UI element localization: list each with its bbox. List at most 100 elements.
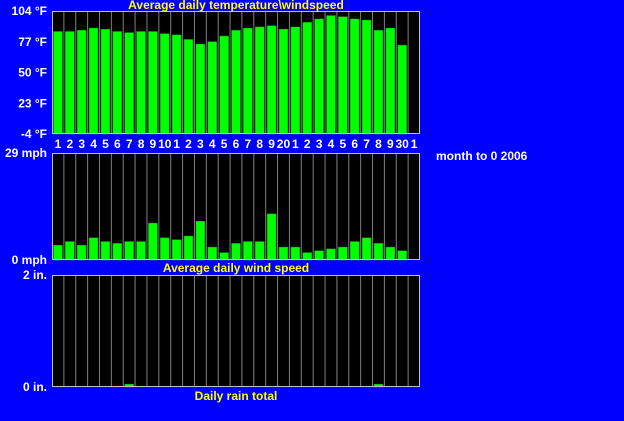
temperature-bar [266, 25, 277, 135]
wind-bar [65, 241, 75, 261]
wind-y-tick-label: 29 mph [5, 146, 47, 160]
wind-bar [350, 241, 360, 261]
x-tick-label: 4 [328, 137, 335, 151]
rain-y-tick-label: 2 in. [23, 268, 47, 282]
rain-plot-area [52, 275, 420, 387]
x-tick-label: 8 [138, 137, 145, 151]
x-tick-label: 3 [197, 137, 204, 151]
x-tick-label: 8 [375, 137, 382, 151]
wind-bar [171, 239, 182, 261]
wind-frame [52, 153, 420, 260]
x-tick-label: 9 [387, 137, 394, 151]
x-tick-label: 6 [351, 137, 358, 151]
x-tick-label: 9 [268, 137, 275, 151]
wind-y-tick-label: 0 mph [12, 253, 47, 267]
wind-bar [290, 246, 301, 261]
wind-bar [255, 241, 265, 261]
x-tick-label: 3 [78, 137, 85, 151]
x-tick-label: 2 [304, 137, 311, 151]
temperature-bar [255, 26, 265, 135]
temperature-bar [112, 31, 122, 135]
temperature-bar [53, 31, 63, 135]
x-tick-label: 8 [256, 137, 263, 151]
wind-bar [112, 243, 122, 261]
x-tick-label: 7 [126, 137, 133, 151]
temperature-bar [278, 28, 289, 135]
wind-bar [326, 248, 336, 261]
temperature-bar [373, 30, 384, 135]
temperature-chart: 104 °F 77 °F 50 °F 23 °F -4 °F Average daily … [12, 0, 420, 151]
temperature-chart-title: Average daily temperature\windspeed [128, 0, 344, 12]
x-tick-label: 9 [150, 137, 157, 151]
wind-bar [314, 250, 324, 261]
wind-bar [302, 252, 312, 261]
wind-bar [136, 241, 146, 261]
x-tick-label: 20 [277, 137, 291, 151]
x-tick-label: 5 [339, 137, 346, 151]
temperature-bar [124, 32, 134, 135]
x-tick-label: 5 [221, 137, 228, 151]
x-tick-label: 5 [102, 137, 109, 151]
wind-chart-title: Average daily wind speed [163, 261, 309, 275]
temperature-bar [207, 41, 217, 135]
rain-y-tick-label: 0 in. [23, 380, 47, 394]
wind-bar [243, 241, 253, 261]
wind-bar [195, 221, 206, 261]
x-tick-label: 6 [114, 137, 121, 151]
wind-bar [160, 237, 170, 261]
wind-bar [100, 241, 111, 261]
temperature-bar [171, 34, 182, 135]
rain-chart-title: Daily rain total [195, 389, 278, 403]
temperature-bar [350, 18, 360, 135]
wind-bar [219, 252, 229, 261]
wind-bar [124, 241, 134, 261]
x-tick-label: 6 [233, 137, 240, 151]
x-tick-label: 4 [90, 137, 97, 151]
wind-bar [373, 243, 384, 261]
temperature-bar [219, 35, 229, 135]
x-tick-label: 3 [316, 137, 323, 151]
x-tick-label: 2 [66, 137, 73, 151]
temperature-bar [397, 44, 407, 135]
temperature-bar [160, 33, 170, 135]
temperature-bar [243, 27, 253, 135]
period-note: month to 0 2006 [436, 149, 528, 163]
temperature-y-tick-label: 50 °F [18, 66, 47, 80]
temperature-bar [183, 39, 194, 135]
wind-bar [231, 243, 241, 261]
wind-bar [53, 244, 63, 261]
x-tick-label: 2 [185, 137, 192, 151]
wind-bar [207, 246, 217, 261]
temperature-y-tick-label: -4 °F [21, 127, 47, 141]
temperature-bar [231, 30, 241, 135]
x-tick-label: 1 [55, 137, 62, 151]
temperature-bar [361, 19, 372, 135]
temperature-frame [52, 11, 420, 134]
temperature-bar [302, 22, 312, 135]
temperature-bar [88, 27, 99, 135]
wind-bar [361, 237, 372, 261]
temperature-bar [195, 43, 206, 135]
x-tick-label: 1 [292, 137, 299, 151]
wind-bar [278, 246, 289, 261]
wind-bar [397, 250, 407, 261]
temperature-bar [290, 26, 301, 135]
wind-chart: 29 mph 0 mph Average daily wind speed [5, 146, 420, 275]
temperature-bar [326, 15, 336, 135]
temperature-y-tick-label: 104 °F [12, 4, 47, 18]
wind-bar [88, 237, 99, 261]
temperature-bar [148, 31, 158, 135]
temperature-bar [338, 16, 348, 135]
wind-bar [76, 244, 87, 261]
temperature-bar [136, 31, 146, 135]
temperature-y-tick-label: 77 °F [18, 35, 47, 49]
wind-bar [266, 213, 277, 261]
temperature-bar [65, 31, 75, 135]
x-tick-label: 1 [411, 137, 418, 151]
temperature-bar [314, 18, 324, 135]
x-tick-label: 7 [363, 137, 370, 151]
wind-bar [385, 246, 396, 261]
x-tick-label: 10 [158, 137, 172, 151]
